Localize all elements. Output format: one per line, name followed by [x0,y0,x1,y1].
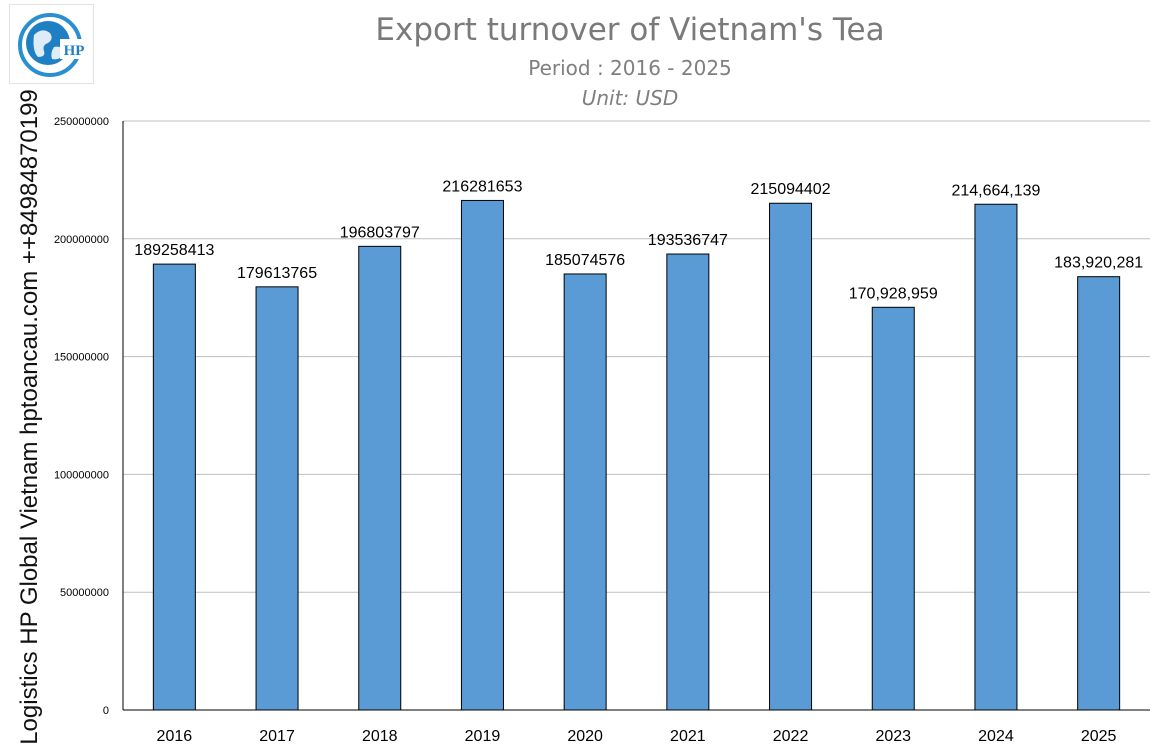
x-tick-label: 2022 [773,728,809,745]
x-tick-label: 2019 [465,728,501,745]
x-tick-label: 2023 [875,728,911,745]
x-tick-label: 2016 [157,728,193,745]
globe-icon: HP [18,13,90,77]
bar [563,273,607,711]
data-label: 215094402 [751,181,831,198]
y-tick-label: 150000000 [54,352,109,364]
chart-title: Export turnover of Vietnam's Tea [375,12,885,48]
bar [460,199,504,711]
bar [974,203,1018,711]
bar [769,202,813,711]
logo: HP [9,4,94,84]
x-tick-label: 2025 [1081,728,1117,745]
x-tick-label: 2020 [567,728,603,745]
y-tick-label: 200000000 [54,234,109,246]
bar [152,263,196,711]
chart-subtitle: Period : 2016 - 2025 [528,56,732,80]
bar [666,253,710,711]
bar [358,245,402,711]
bar [255,286,299,711]
chart-unit: Unit: USD [581,86,679,110]
x-tick-label: 2021 [670,728,706,745]
data-label: 216281653 [442,178,522,195]
x-tick-label: 2018 [362,728,398,745]
y-tick-label: 250000000 [54,116,109,128]
y-tick-label: 50000000 [60,587,109,599]
data-label: 183,920,281 [1054,255,1143,272]
bar [1077,276,1121,711]
y-tick-label: 100000000 [54,469,109,481]
data-label: 193536747 [648,232,728,249]
data-label: 214,664,139 [951,182,1040,199]
data-label: 185074576 [545,252,625,269]
y-tick-label: 0 [103,705,109,717]
x-tick-label: 2024 [978,728,1014,745]
data-label: 196803797 [340,224,420,241]
x-tick-label: 2017 [259,728,295,745]
data-label: 179613765 [237,265,317,282]
data-label: 170,928,959 [849,285,938,302]
logo-text: HP [64,43,85,59]
bar [871,306,915,711]
data-label: 189258413 [134,242,214,259]
